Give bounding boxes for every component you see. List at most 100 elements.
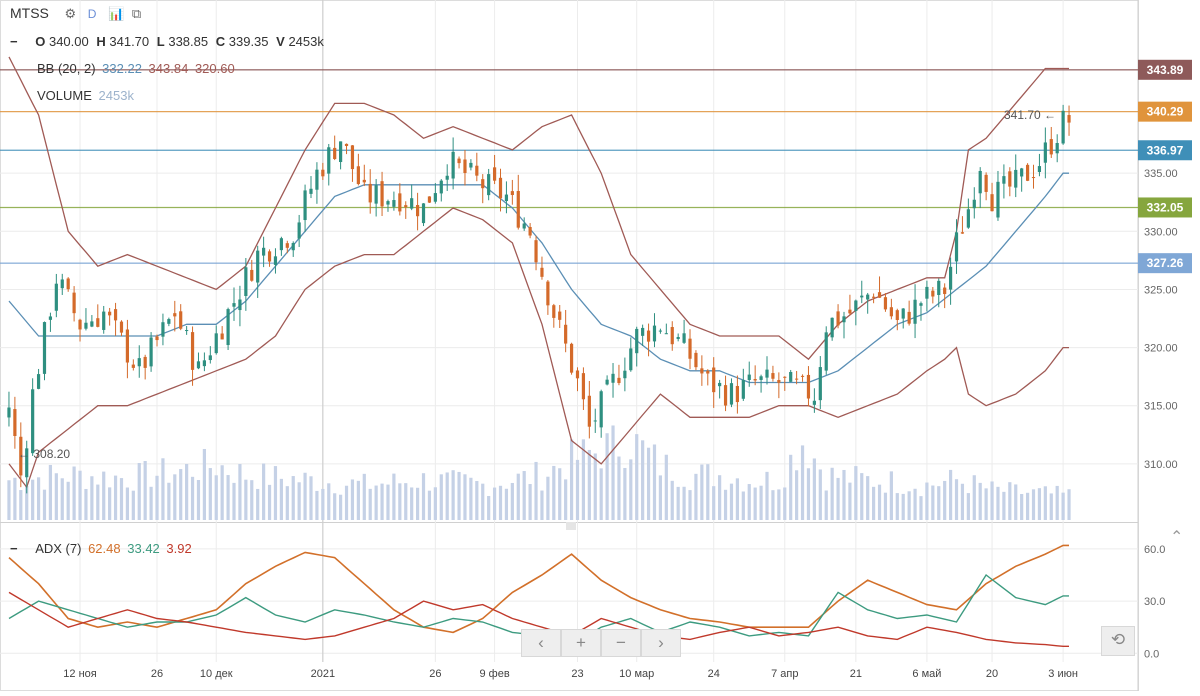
candle-body — [854, 300, 858, 311]
candle-body — [729, 383, 734, 405]
volume-bar — [718, 475, 722, 520]
zoom-out-button[interactable]: − — [601, 629, 641, 657]
candle-body — [528, 226, 532, 236]
candle-body — [860, 295, 864, 298]
candle-body — [836, 311, 840, 326]
bb-label[interactable]: BB (20, 2) — [37, 61, 96, 76]
candle-body — [895, 310, 899, 320]
zoom-in-button[interactable]: + — [561, 629, 601, 657]
time-tick-label: 3 июн — [1048, 668, 1078, 680]
volume-bar — [19, 490, 23, 520]
time-tick-label: 26 — [151, 668, 163, 680]
pane-up-icon[interactable]: ⌃ — [1170, 529, 1184, 546]
candle-body — [410, 198, 414, 209]
volume-bar — [540, 490, 544, 520]
chart-type-icon[interactable]: 📊 — [108, 6, 125, 21]
symbol-label[interactable]: MTSS — [10, 5, 49, 21]
pane-resize-handle — [566, 522, 576, 530]
volume-bar — [783, 487, 787, 520]
high-annotation: 341.70 ← — [1004, 108, 1056, 122]
volume-bar — [90, 476, 94, 520]
candle-body — [1025, 164, 1030, 181]
volume-bar — [285, 486, 289, 520]
candle-body — [220, 333, 224, 340]
adx-collapse-icon[interactable]: − — [10, 541, 18, 556]
collapse-icon[interactable]: − — [10, 34, 18, 49]
candle-body — [226, 309, 230, 346]
volume-bar — [966, 493, 970, 520]
mdi-value: 3.92 — [166, 541, 192, 556]
candle-body — [463, 159, 467, 174]
scroll-right-button[interactable]: › — [641, 629, 681, 657]
time-tick-label: 10 дек — [200, 668, 233, 680]
candle-body — [469, 162, 473, 168]
volume-bar — [569, 439, 574, 520]
gear-icon[interactable]: ⚙ — [64, 6, 77, 21]
scroll-left-button[interactable]: ‹ — [521, 629, 561, 657]
volume-bar — [492, 487, 497, 520]
level-tag: 343.89 — [1138, 59, 1192, 80]
volume-bar — [125, 487, 130, 520]
candle-body — [451, 151, 455, 179]
candle-body — [19, 436, 23, 476]
volume-bar — [919, 496, 923, 520]
candle-body — [907, 311, 911, 324]
volume-bar — [321, 488, 325, 520]
time-tick-label: 12 ноя — [63, 668, 96, 680]
candle-body — [439, 180, 443, 194]
volume-bar — [427, 490, 432, 520]
candle-body — [279, 238, 283, 251]
volume-bar — [990, 481, 994, 520]
level-tag-box — [1138, 59, 1192, 80]
compare-icon[interactable]: ⧉ — [131, 6, 142, 21]
candle-body — [806, 374, 811, 399]
volume-bar — [267, 484, 272, 520]
volume-bar — [297, 482, 301, 520]
volume-bar — [558, 468, 562, 520]
candle-body — [552, 305, 556, 318]
candle-body — [1049, 139, 1053, 155]
level-tag-box — [1138, 197, 1192, 218]
candle-body — [445, 175, 449, 180]
volume-bar — [439, 474, 443, 520]
volume-bar — [445, 472, 449, 520]
volume-bar — [25, 485, 29, 520]
candle-body — [232, 303, 236, 307]
volume-bar — [185, 463, 189, 520]
candle-body — [658, 330, 663, 332]
volume-bar — [356, 480, 360, 520]
candle-body — [558, 311, 562, 320]
candle-body — [1055, 143, 1059, 154]
candle-body — [185, 330, 189, 332]
volume-bar — [842, 469, 846, 520]
volume-bar — [676, 486, 680, 520]
candle-body — [374, 185, 378, 204]
volume-bar — [202, 448, 206, 520]
candle-body — [303, 190, 307, 221]
volume-label[interactable]: VOLUME — [37, 88, 92, 103]
volume-bar — [546, 476, 550, 520]
volume-bar — [487, 495, 491, 520]
candle-body — [179, 311, 183, 329]
level-tag-box — [1138, 253, 1192, 274]
volume-bar — [167, 482, 171, 520]
reset-button[interactable]: ⟲ — [1101, 626, 1135, 656]
volume-bar — [344, 485, 349, 520]
candle-body — [1067, 115, 1071, 123]
volume-bar — [291, 476, 295, 520]
interval-label[interactable]: D — [87, 7, 97, 21]
candle-body — [244, 267, 248, 297]
adx-label[interactable]: ADX (7) — [35, 541, 82, 556]
time-tick-label: 9 фев — [479, 668, 509, 680]
level-tag-label: 327.26 — [1147, 256, 1184, 270]
candle-body — [990, 194, 994, 212]
candle-body — [913, 299, 917, 324]
candle-body — [830, 317, 834, 338]
volume-bar — [682, 486, 686, 520]
volume-bar — [510, 482, 514, 520]
volume-bar — [629, 459, 633, 520]
price-tick-label: 335.00 — [1144, 168, 1178, 180]
volume-bar — [60, 478, 64, 520]
